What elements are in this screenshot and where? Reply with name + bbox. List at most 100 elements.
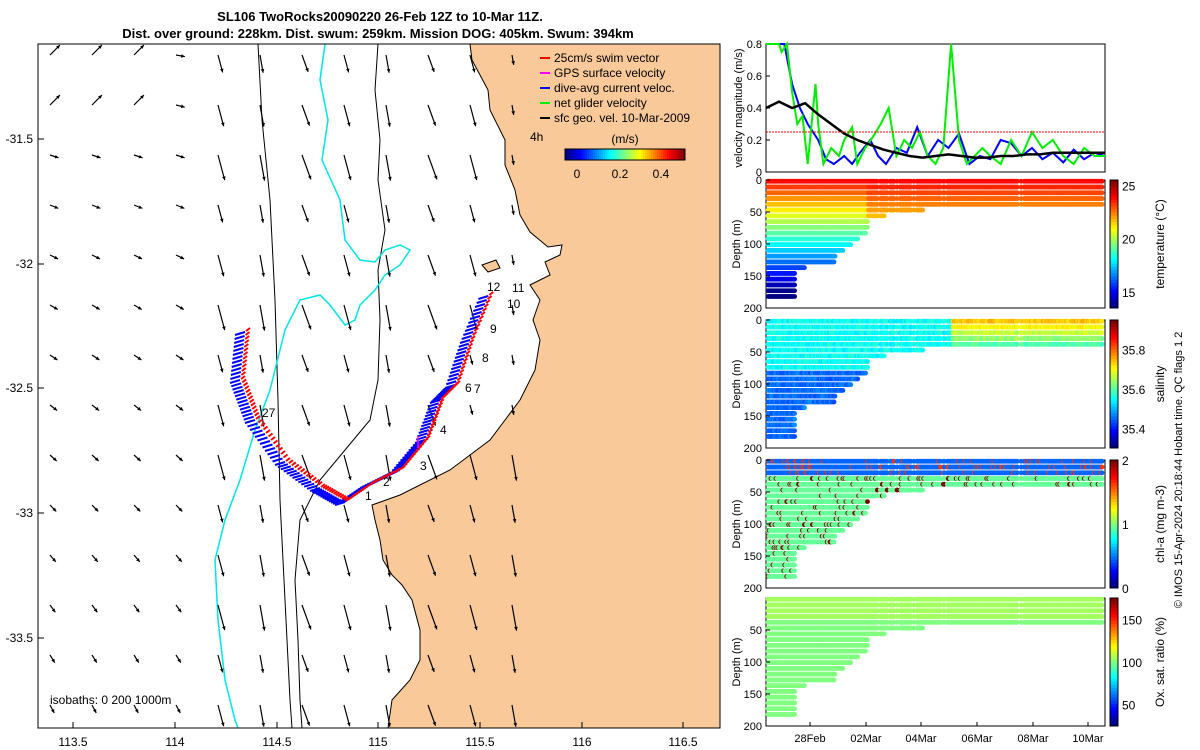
velocity-y-tick-label: 0.4 bbox=[747, 103, 762, 115]
section-point bbox=[792, 434, 798, 439]
swim-vector bbox=[432, 415, 439, 420]
colorbar-tick-label: 0.2 bbox=[612, 167, 629, 181]
velocity-arrow bbox=[385, 604, 392, 631]
section-point bbox=[1099, 178, 1105, 184]
dive-avg-vector bbox=[295, 476, 306, 482]
velocity-arrowhead bbox=[433, 325, 438, 330]
figure-title-line1: SL106 TwoRocks20090220 26-Feb 12Z to 10-… bbox=[217, 9, 543, 24]
swim-vector bbox=[247, 395, 254, 400]
dive-avg-vector bbox=[232, 385, 243, 391]
velocity-arrowhead bbox=[388, 476, 392, 481]
velocity-arrowhead bbox=[262, 176, 266, 181]
colorbar-cell bbox=[575, 149, 578, 160]
velocity-arrow bbox=[217, 404, 225, 427]
section-point bbox=[920, 207, 926, 213]
swim-vector bbox=[270, 436, 276, 441]
dive-avg-vector bbox=[404, 451, 415, 457]
velocity-arrowhead bbox=[345, 368, 350, 373]
dive-avg-vector bbox=[257, 436, 268, 442]
velocity-arrow bbox=[259, 454, 266, 481]
dive-avg-vector bbox=[324, 495, 335, 501]
section-colorbar-cell bbox=[1110, 266, 1118, 271]
swim-vector bbox=[242, 359, 248, 364]
velocity-arrowhead bbox=[138, 205, 143, 209]
velocity-arrowhead bbox=[307, 325, 312, 330]
velocity-arrowhead bbox=[260, 368, 265, 373]
section-point bbox=[855, 236, 861, 242]
swim-vector bbox=[267, 432, 274, 438]
section-colorbar-cell bbox=[1110, 253, 1118, 258]
section-point bbox=[802, 405, 807, 411]
velocity-arrowhead bbox=[306, 271, 311, 276]
velocity-arrowhead bbox=[387, 422, 391, 427]
swim-vector bbox=[243, 347, 249, 352]
section-colorbar-cell bbox=[1110, 231, 1118, 235]
section-colorbar-cell bbox=[1110, 196, 1118, 200]
swim-vector bbox=[255, 415, 261, 420]
velocity-arrowhead bbox=[347, 572, 351, 577]
velocity-arrowhead bbox=[511, 111, 515, 115]
velocity-arrowhead bbox=[473, 272, 477, 277]
section-colorbar-cell bbox=[1110, 202, 1118, 207]
swim-vector bbox=[467, 342, 474, 348]
swim-vector bbox=[462, 357, 469, 363]
velocity-arrowhead bbox=[514, 626, 518, 631]
island bbox=[481, 259, 501, 273]
velocity-series bbox=[765, 41, 1106, 168]
colorbar-cell bbox=[569, 149, 572, 160]
colorbar-cell bbox=[599, 149, 602, 160]
velocity-arrowhead bbox=[137, 406, 142, 411]
dive-avg-vector bbox=[283, 467, 295, 473]
velocity-arrow bbox=[427, 254, 437, 276]
velocity-arrowhead bbox=[261, 722, 265, 727]
velocity-arrowhead bbox=[388, 626, 392, 631]
section-point bbox=[792, 276, 798, 282]
velocity-arrowhead bbox=[511, 211, 515, 215]
velocity-arrowhead bbox=[222, 326, 226, 331]
velocity-arrowhead bbox=[433, 175, 438, 180]
velocity-arrowhead bbox=[260, 668, 265, 673]
section-colorbar-cell bbox=[1110, 205, 1118, 210]
swim-vector bbox=[244, 335, 250, 340]
velocity-arrowhead bbox=[180, 154, 185, 159]
section-colorbar-cell bbox=[1110, 244, 1118, 248]
map-frame bbox=[37, 43, 721, 729]
swim-vector bbox=[425, 435, 431, 440]
velocity-arrowhead bbox=[96, 255, 101, 260]
dive-avg-vector bbox=[458, 342, 470, 348]
velocity-arrowhead bbox=[221, 722, 225, 727]
dive-avg-vector bbox=[233, 339, 245, 344]
swim-vector bbox=[426, 431, 432, 437]
swim-vector bbox=[460, 365, 466, 370]
velocity-arrowhead bbox=[306, 121, 311, 126]
dive-avg-vector bbox=[414, 439, 426, 444]
section-point bbox=[1099, 196, 1105, 201]
swim-vector bbox=[439, 398, 445, 404]
dive-avg-vector bbox=[238, 402, 250, 408]
colorbar-cell bbox=[647, 149, 650, 160]
colorbar-cell bbox=[593, 149, 596, 160]
velocity-y-tick-label: 0 bbox=[756, 167, 762, 179]
velocity-arrow bbox=[217, 454, 226, 481]
swim-vector bbox=[437, 401, 444, 407]
swim-vector bbox=[250, 401, 256, 407]
velocity-arrowhead bbox=[94, 557, 98, 562]
velocity-arrowhead bbox=[219, 518, 224, 523]
swim-vector bbox=[328, 487, 334, 493]
section-colorbar-cell bbox=[1110, 228, 1118, 232]
swim-vector bbox=[272, 439, 279, 445]
velocity-arrow bbox=[385, 254, 391, 277]
dive-avg-vector bbox=[234, 335, 245, 340]
swim-vector bbox=[249, 398, 255, 404]
dive-avg-vector bbox=[234, 392, 246, 398]
section-point bbox=[1099, 201, 1105, 207]
velocity-arrowhead bbox=[93, 658, 97, 663]
dive-avg-vector bbox=[230, 375, 241, 380]
velocity-arrowhead bbox=[511, 311, 515, 315]
velocity-arrowhead bbox=[386, 368, 391, 373]
velocity-arrowhead bbox=[388, 176, 392, 181]
velocity-arrow bbox=[343, 104, 351, 127]
swim-vector bbox=[435, 408, 441, 414]
swim-vector bbox=[343, 496, 349, 501]
